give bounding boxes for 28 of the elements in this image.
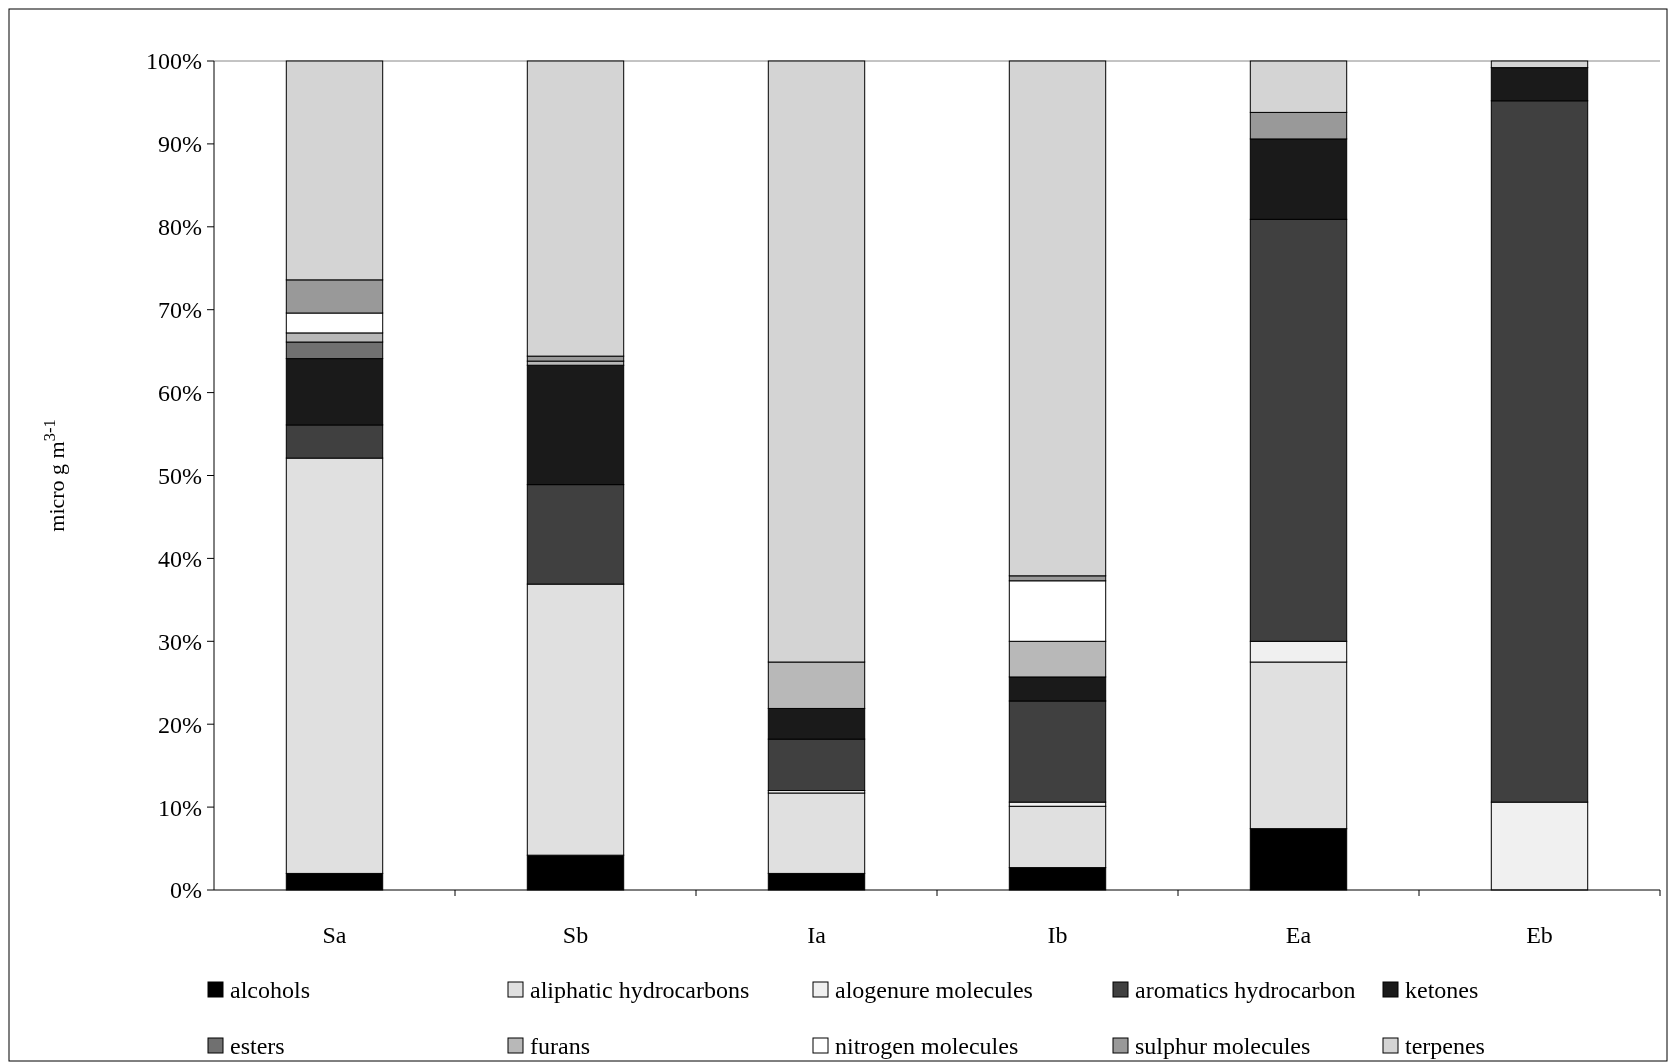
legend-label: aliphatic hydrocarbons <box>530 977 750 1004</box>
y-tick-label: 30% <box>158 628 202 655</box>
legend-label: ketones <box>1405 977 1479 1004</box>
x-tick-label: Ea <box>1285 922 1312 949</box>
legend-label: sulphur molecules <box>1135 1033 1311 1060</box>
y-tick-label: 40% <box>158 545 202 572</box>
bar <box>1008 60 1107 577</box>
legend-label: furans <box>530 1033 590 1060</box>
y-tick-label: 0% <box>170 877 202 904</box>
x-tick-label: Ib <box>1047 922 1068 949</box>
y-tick-label: 50% <box>158 462 202 489</box>
y-tick-label: 60% <box>158 380 202 406</box>
legend-label: esters <box>230 1033 285 1060</box>
legend-label: nitrogen molecules <box>835 1033 1019 1060</box>
x-tick-label: Sb <box>562 922 589 949</box>
y-tick-label: 100% <box>146 48 202 75</box>
y-tick-label: 10% <box>158 794 202 821</box>
x-tick-label: Sa <box>322 922 347 949</box>
legend-label: terpenes <box>1405 1033 1485 1060</box>
x-tick-label: Eb <box>1526 922 1553 949</box>
y-tick-label: 70% <box>158 297 202 324</box>
legend-label: alcohols <box>230 977 310 1004</box>
legend-label: alogenure molecules <box>835 977 1033 1004</box>
y-tick-label: 90% <box>158 131 202 158</box>
legend-label: aromatics hydrocarbon <box>1135 977 1356 1004</box>
y-tick-label: 80% <box>158 214 202 241</box>
x-tick-label: Ia <box>807 922 827 949</box>
y-tick-label: 20% <box>158 711 202 738</box>
